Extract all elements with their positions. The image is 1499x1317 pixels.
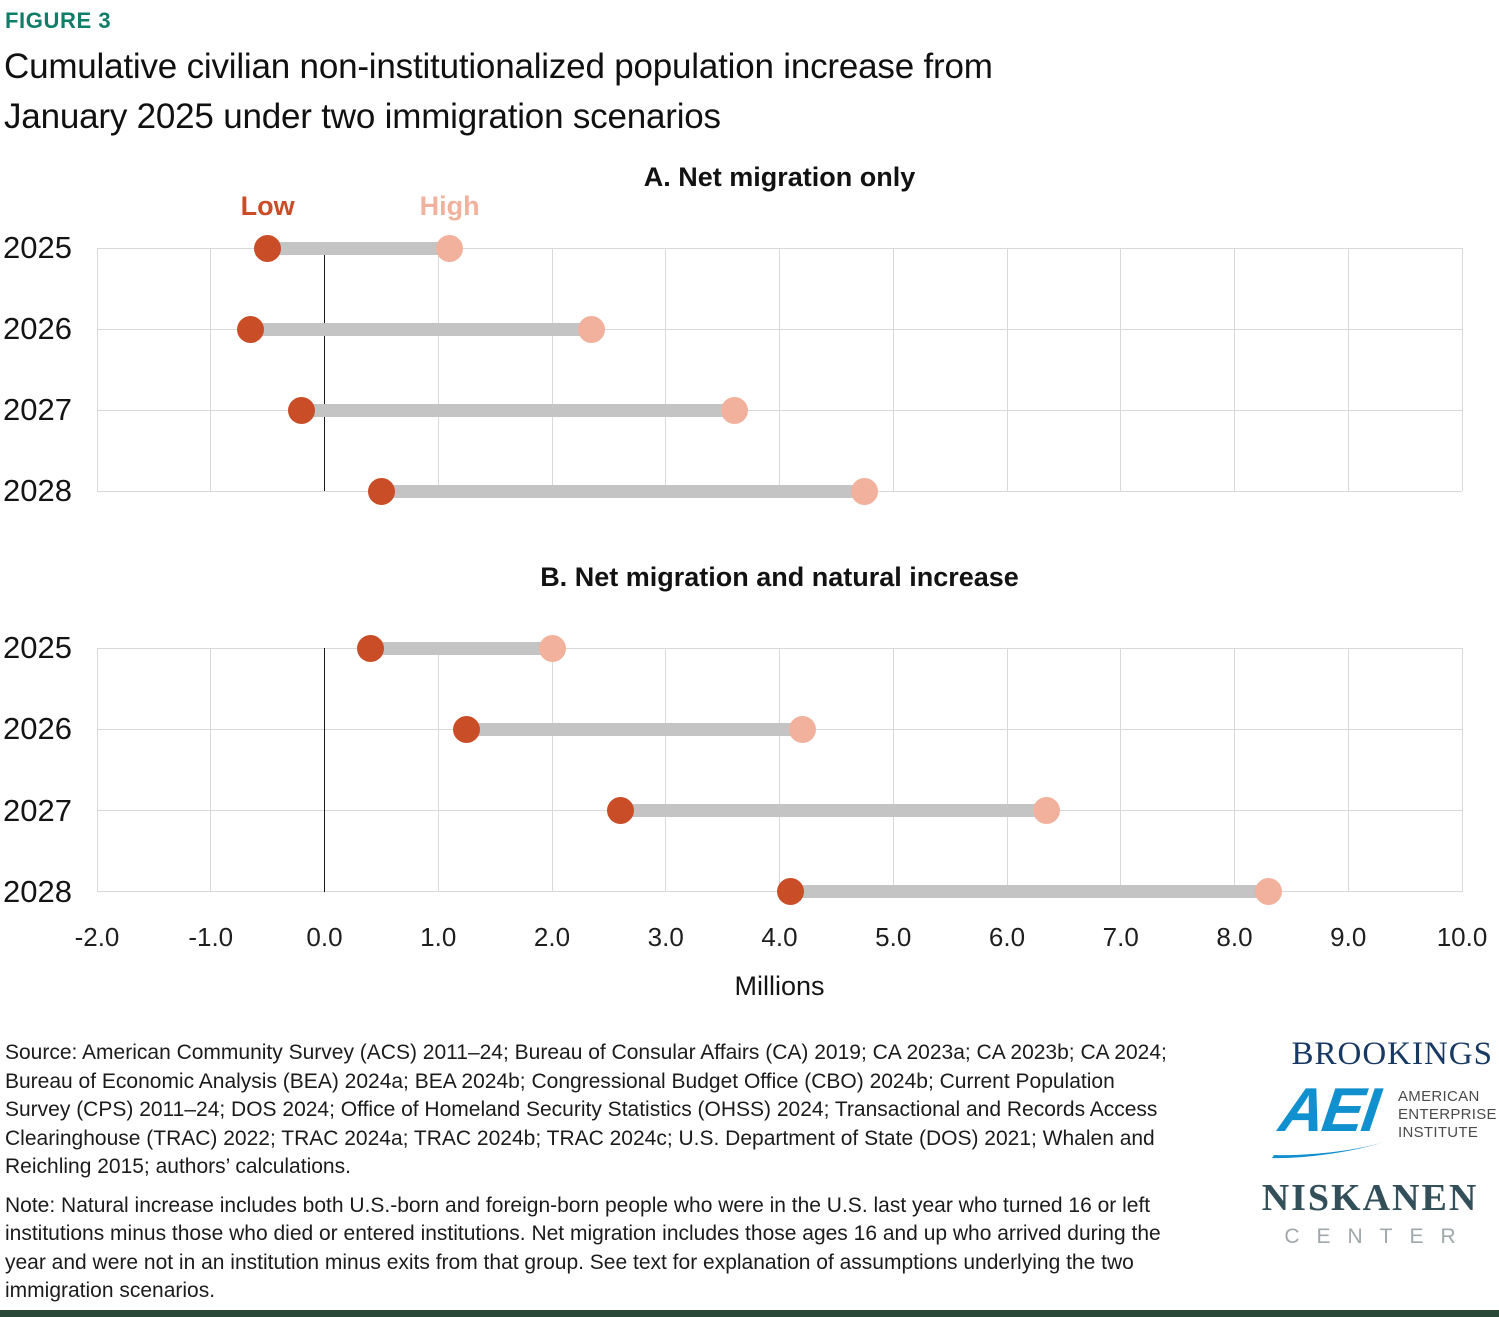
year-label: 2025 <box>3 630 72 665</box>
year-label: 2028 <box>3 873 72 909</box>
vertical-gridline <box>665 248 667 491</box>
note-text: Note: Natural increase includes both U.S… <box>5 1193 1161 1303</box>
high-dot <box>578 315 606 343</box>
zero-line <box>324 248 325 491</box>
vertical-gridline <box>892 648 894 892</box>
low-dot <box>453 715 481 743</box>
aei-wordmark: AEI <box>1275 1076 1383 1145</box>
x-tick-label: 3.0 <box>647 922 684 952</box>
vertical-gridline <box>1120 648 1122 892</box>
source-text: Source: American Community Survey (ACS) … <box>5 1041 1167 1178</box>
high-dot <box>720 396 748 424</box>
x-tick-label: 2.0 <box>533 922 571 952</box>
vertical-gridline <box>210 648 212 892</box>
niskanen-center-subtext: CENTER <box>1284 1225 1473 1248</box>
vertical-gridline <box>1234 648 1235 892</box>
vertical-gridline <box>210 248 212 491</box>
connector-bar <box>370 641 552 655</box>
year-label: 2025 <box>3 230 72 265</box>
vertical-gridline <box>779 648 780 892</box>
low-dot <box>606 797 634 825</box>
x-tick-label: -2.0 <box>74 922 120 952</box>
x-tick-label: 0.0 <box>306 922 343 952</box>
connector-bar <box>381 484 865 498</box>
x-tick-label: 1.0 <box>420 922 457 952</box>
panel-title: B. Net migration and natural increase <box>540 562 1019 592</box>
low-dot <box>237 315 265 343</box>
x-tick-label: 8.0 <box>1216 922 1253 952</box>
vertical-gridline <box>437 648 439 892</box>
x-tick-label: 10.0 <box>1436 922 1488 952</box>
connector-bar <box>620 804 1047 818</box>
high-dot <box>788 715 816 743</box>
vertical-gridline <box>779 248 780 491</box>
vertical-gridline <box>551 248 553 491</box>
niskanen-logo: NISKANEN CENTER <box>1247 1176 1493 1249</box>
vertical-gridline <box>96 648 98 892</box>
legend-low-label: Low <box>240 191 295 221</box>
connector-bar <box>301 403 734 417</box>
vertical-gridline <box>892 248 894 491</box>
figure-title-line-2: January 2025 under two immigration scena… <box>4 97 721 136</box>
vertical-gridline <box>96 248 98 491</box>
connector-bar <box>466 722 803 736</box>
vertical-gridline <box>665 648 667 892</box>
x-tick-label: 6.0 <box>988 922 1026 952</box>
low-dot <box>288 396 316 424</box>
high-dot <box>851 477 879 505</box>
figure-title-line-1: Cumulative civilian non-institutionalize… <box>4 47 993 86</box>
vertical-gridline <box>1461 248 1463 491</box>
year-label: 2028 <box>3 473 72 508</box>
connector-bar <box>250 322 592 336</box>
figure-title: Cumulative civilian non-institutionalize… <box>4 42 993 142</box>
x-tick-label: -1.0 <box>188 922 234 952</box>
low-dot <box>367 477 395 505</box>
x-tick-label: 4.0 <box>761 922 798 952</box>
vertical-gridline <box>551 648 553 892</box>
vertical-gridline <box>1461 648 1463 892</box>
low-dot <box>777 878 805 906</box>
aei-logo: AEI AMERICAN ENTERPRISE INSTITUTE <box>1272 1076 1497 1166</box>
low-dot <box>356 634 384 662</box>
niskanen-wordmark: NISKANEN <box>1261 1177 1479 1219</box>
year-label: 2026 <box>3 311 72 346</box>
figure-label: FIGURE 3 <box>5 8 112 33</box>
aei-swoosh-icon <box>1272 1142 1384 1159</box>
year-label: 2026 <box>3 711 72 747</box>
legend-high-label: High <box>419 191 480 221</box>
year-label: 2027 <box>3 392 72 427</box>
aei-subtext: AMERICAN ENTERPRISE INSTITUTE <box>1398 1088 1497 1142</box>
vertical-gridline <box>1006 248 1008 491</box>
panel-title: A. Net migration only <box>643 162 916 192</box>
connector-bar <box>790 885 1269 899</box>
aei-subtext-line-3: INSTITUTE <box>1398 1124 1479 1141</box>
brookings-logo: BROOKINGS <box>1291 1036 1493 1072</box>
high-dot <box>538 634 566 662</box>
vertical-gridline <box>1006 648 1008 892</box>
aei-subtext-line-1: AMERICAN <box>1398 1088 1480 1105</box>
high-dot <box>1255 878 1283 906</box>
high-dot <box>1033 797 1061 825</box>
footnotes: Source: American Community Survey (ACS) … <box>5 1039 1180 1316</box>
vertical-gridline <box>1347 648 1349 892</box>
high-dot <box>436 234 464 262</box>
vertical-gridline <box>1120 248 1122 491</box>
low-dot <box>254 234 282 262</box>
x-tick-label: 7.0 <box>1102 922 1139 952</box>
connector-bar <box>267 241 450 255</box>
x-tick-label: 9.0 <box>1330 922 1367 952</box>
x-tick-label: 5.0 <box>875 922 912 952</box>
x-axis-title: Millions <box>734 971 825 1001</box>
vertical-gridline <box>1234 248 1235 491</box>
vertical-gridline <box>437 248 439 491</box>
vertical-gridline <box>1347 248 1349 491</box>
year-label: 2027 <box>3 792 72 828</box>
zero-line <box>324 648 325 892</box>
footer-accent-bar <box>0 1310 1499 1317</box>
aei-subtext-line-2: ENTERPRISE <box>1398 1106 1497 1123</box>
